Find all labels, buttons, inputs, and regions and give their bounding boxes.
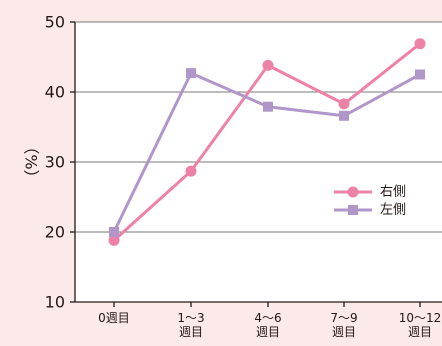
legend-swatch-marker: [347, 186, 359, 198]
x-category-label: 1～3 週目: [177, 311, 204, 339]
y-tick-label-40: 40: [45, 83, 65, 102]
data-point: [185, 165, 197, 177]
y-tick-label-50: 50: [45, 13, 65, 32]
y-tick-label-20: 20: [45, 223, 65, 242]
data-point: [339, 110, 349, 121]
x-category-label-line: 10～12: [399, 311, 442, 325]
y-tick-label-10: 10: [45, 293, 65, 312]
x-category-label: 0週目: [98, 311, 130, 325]
x-category-label-line: 週目: [256, 325, 280, 339]
data-point: [263, 101, 273, 112]
data-point: [109, 227, 119, 237]
gridlines: [75, 21, 442, 233]
legend-swatch-marker: [348, 205, 358, 215]
data-point: [186, 68, 196, 79]
series-layer: [108, 38, 426, 246]
x-category-label-line: 週目: [408, 325, 432, 339]
x-category-label-line: 週目: [332, 325, 356, 339]
legend-label: 左側: [380, 203, 406, 218]
x-category-label: 7～9 週目: [330, 311, 357, 339]
x-category-label-line: 週目: [179, 325, 203, 339]
x-category-label-line: 4～6: [254, 311, 281, 325]
data-point: [414, 38, 426, 50]
y-axis-label: （%）: [22, 138, 41, 185]
series-1: [108, 38, 426, 246]
data-point: [262, 59, 274, 71]
x-category-label: 10～12 週目: [399, 311, 442, 339]
y-tick-labels: 10 20 30 40 50: [45, 13, 75, 312]
data-point: [338, 98, 350, 110]
x-category-label: 4～6 週目: [254, 311, 281, 339]
y-tick-label-30: 30: [45, 153, 65, 172]
x-category-label-line: 0週目: [98, 311, 130, 325]
legend-item: 左側: [334, 203, 406, 218]
legend-label: 右側: [380, 185, 406, 200]
x-category-label-line: 1～3: [177, 311, 204, 325]
series-2: [109, 68, 425, 237]
x-category-label-line: 7～9: [330, 311, 357, 325]
data-point: [415, 69, 425, 80]
legend-item: 右側: [334, 185, 406, 200]
data-point: [108, 234, 120, 246]
